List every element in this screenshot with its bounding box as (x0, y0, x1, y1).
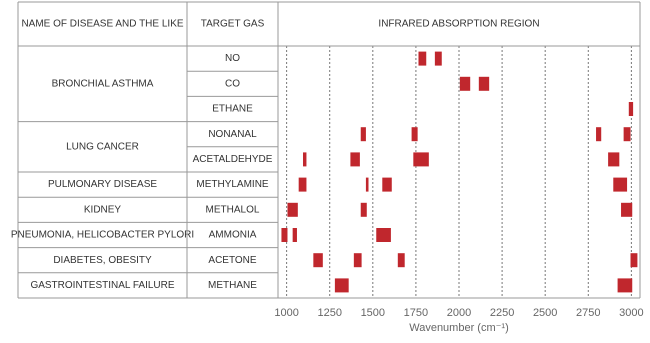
range-bar (360, 127, 366, 142)
disease-name: PULMONARY DISEASE (48, 179, 157, 190)
range-bar (628, 102, 634, 116)
x-tick-label: 2750 (576, 307, 600, 319)
range-bar (434, 51, 442, 66)
range-bar (281, 228, 288, 242)
disease-name: PNEUMONIA, HELICOBACTER PYLORI (11, 230, 194, 241)
range-bar (596, 127, 602, 142)
x-tick-label: 2500 (533, 307, 557, 319)
range-bar (613, 177, 628, 192)
target-gas: ETHANE (212, 104, 253, 115)
range-bar (382, 177, 392, 192)
range-bar (302, 152, 307, 167)
range-bar (418, 51, 427, 66)
target-gas: NO (225, 53, 240, 64)
target-gas: ACETONE (208, 255, 256, 266)
disease-name: LUNG CANCER (66, 141, 139, 152)
range-bar (413, 152, 429, 167)
target-gas: METHALOL (206, 204, 260, 215)
target-gas: METHANE (208, 280, 257, 291)
column-header: TARGET GAS (201, 19, 265, 30)
x-tick-label: 2250 (490, 307, 514, 319)
range-bar (360, 202, 367, 217)
target-gas: NONANAL (208, 129, 257, 140)
range-bar (298, 177, 307, 192)
target-gas: METHYLAMINE (196, 179, 269, 190)
range-bar (397, 253, 405, 268)
x-axis-label: Wavenumber (cm⁻¹) (409, 322, 509, 334)
disease-name: BRONCHIAL ASTHMA (52, 78, 154, 89)
range-bar (623, 127, 631, 142)
range-bar (621, 202, 633, 217)
range-bar (617, 278, 633, 293)
x-tick-label: 1250 (317, 307, 341, 319)
range-bar (630, 253, 638, 268)
range-bar (334, 278, 349, 293)
column-header: INFRARED ABSORPTION REGION (378, 19, 539, 30)
column-header: NAME OF DISEASE AND THE LIKE (21, 19, 183, 30)
disease-name: KIDNEY (84, 204, 122, 215)
disease-name: DIABETES, OBESITY (53, 255, 152, 266)
range-bar (313, 253, 323, 268)
range-bar (287, 202, 298, 217)
range-bar (478, 76, 490, 91)
range-bar (353, 253, 362, 268)
x-tick-label: 2000 (447, 307, 471, 319)
range-bar (459, 76, 471, 91)
range-bar (350, 152, 360, 167)
x-tick-label: 3000 (619, 307, 643, 319)
target-gas: CO (225, 78, 240, 89)
range-bar (411, 127, 418, 142)
x-tick-label: 1500 (361, 307, 385, 319)
disease-name: GASTROINTESTINAL FAILURE (30, 280, 174, 291)
x-tick-label: 1000 (274, 307, 298, 319)
target-gas: ACETALDEHYDE (193, 154, 273, 165)
range-bar (365, 177, 369, 192)
range-bar (376, 228, 391, 242)
x-tick-label: 1750 (404, 307, 428, 319)
range-bar (292, 228, 297, 242)
range-bar (608, 152, 620, 167)
target-gas: AMMONIA (209, 230, 257, 241)
